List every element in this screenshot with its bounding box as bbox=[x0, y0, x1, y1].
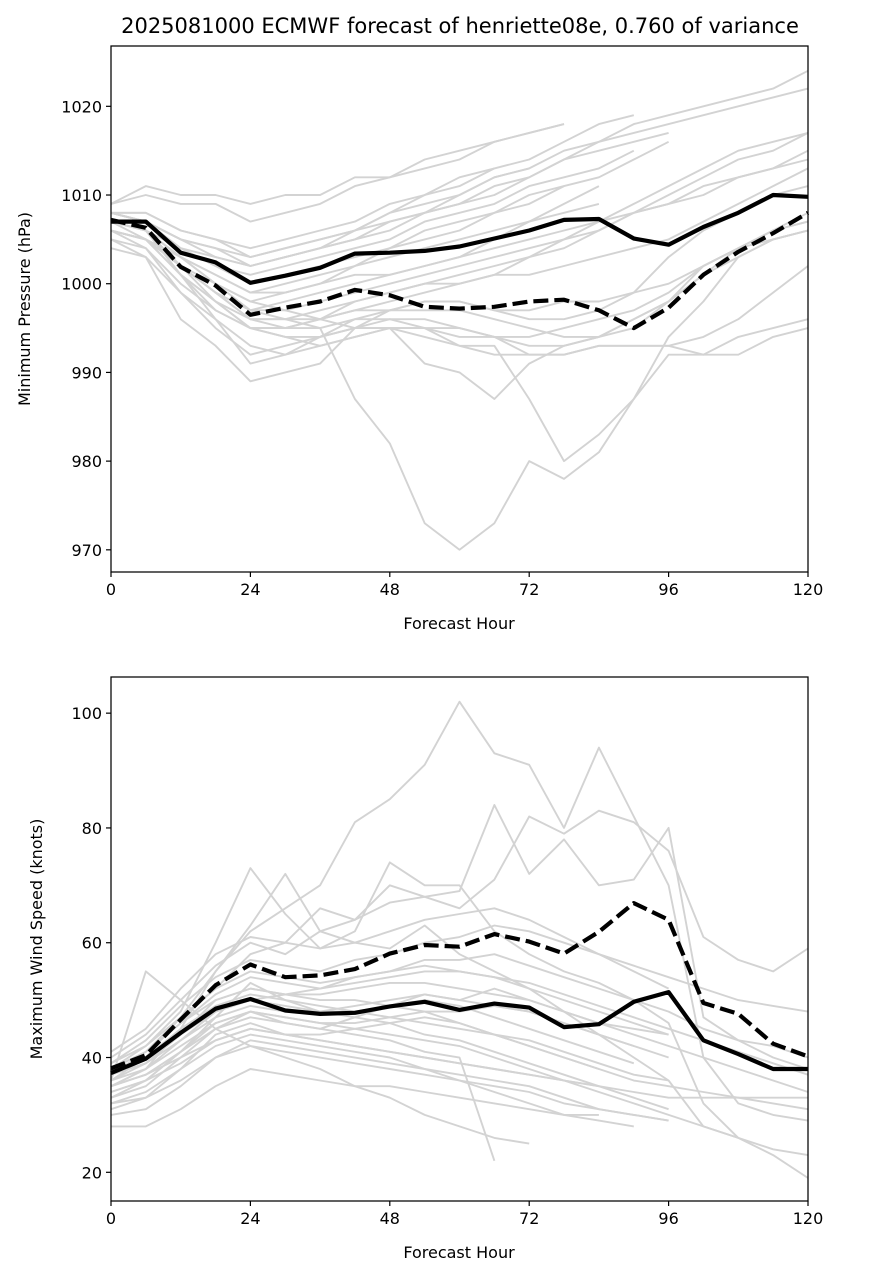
wind-ensemble-lines bbox=[110, 700, 809, 1179]
wind-y-tick-label: 60 bbox=[82, 934, 102, 953]
pressure-ensemble-line-7 bbox=[110, 123, 565, 205]
pressure-ensemble-lines bbox=[110, 69, 809, 551]
pressure-y-tick-label: 980 bbox=[71, 452, 102, 471]
pressure-solid-line bbox=[111, 192, 809, 285]
wind-ensemble-line-15 bbox=[110, 907, 670, 1053]
wind-x-tick-label: 48 bbox=[380, 1209, 400, 1228]
wind-x-axis-ticks: 0 24 48 72 96 120 bbox=[106, 1201, 823, 1228]
wind-x-axis-label: Forecast Hour bbox=[403, 1243, 515, 1262]
pressure-x-tick-label: 120 bbox=[793, 580, 824, 599]
wind-x-tick-label: 72 bbox=[519, 1209, 539, 1228]
chart-title: 2025081000 ECMWF forecast of henriette08… bbox=[121, 14, 799, 38]
pressure-ensemble-line-23 bbox=[111, 167, 495, 250]
wind-x-tick-label: 24 bbox=[240, 1209, 260, 1228]
pressure-ensemble-line-22 bbox=[110, 202, 600, 294]
pressure-x-tick-label: 48 bbox=[380, 580, 400, 599]
wind-ensemble-line-28 bbox=[110, 981, 669, 1070]
wind-ensemble-line-11 bbox=[110, 924, 809, 1065]
wind-ensemble-line-24 bbox=[110, 964, 809, 1076]
wind-highlight-lines bbox=[110, 900, 809, 1075]
pressure-y-axis-ticks: 970 980 990 1000 1010 1020 bbox=[61, 97, 111, 560]
wind-panel: 0 24 48 72 96 120 20 40 60 80 100 Forecast Hour M… bbox=[27, 676, 823, 1262]
wind-y-axis-label: Maximum Wind Speed (knots) bbox=[27, 819, 46, 1060]
pressure-ensemble-line-24 bbox=[110, 247, 809, 356]
wind-x-tick-label: 0 bbox=[106, 1209, 116, 1228]
pressure-x-axis-ticks: 0 24 48 72 96 120 bbox=[106, 572, 823, 599]
pressure-plot-frame bbox=[110, 45, 809, 573]
pressure-ensemble-line-17 bbox=[110, 220, 809, 383]
wind-y-tick-label: 40 bbox=[82, 1049, 102, 1068]
pressure-ensemble-line-10 bbox=[110, 211, 809, 347]
pressure-y-tick-label: 1020 bbox=[61, 97, 102, 116]
pressure-y-axis-label: Minimum Pressure (hPa) bbox=[15, 212, 34, 406]
pressure-x-tick-label: 72 bbox=[519, 580, 539, 599]
pressure-highlight-lines bbox=[110, 192, 810, 331]
wind-ensemble-line-25 bbox=[110, 1045, 530, 1145]
pressure-ensemble-line-27 bbox=[110, 167, 530, 259]
wind-ensemble-line-18 bbox=[110, 970, 669, 1070]
pressure-y-tick-label: 1010 bbox=[61, 186, 102, 205]
pressure-ensemble-line-15 bbox=[110, 131, 669, 267]
pressure-y-tick-label: 970 bbox=[71, 541, 102, 560]
wind-ensemble-line-4 bbox=[110, 861, 809, 1179]
pressure-ensemble-line-28 bbox=[110, 185, 600, 312]
pressure-ensemble-line-6 bbox=[110, 123, 565, 223]
wind-y-axis-ticks: 20 40 60 80 100 bbox=[71, 704, 111, 1182]
wind-ensemble-line-12 bbox=[110, 1033, 634, 1128]
wind-ensemble-line-19 bbox=[110, 1027, 600, 1088]
pressure-ensemble-line-14 bbox=[110, 229, 809, 356]
wind-ensemble-line-26 bbox=[110, 1016, 496, 1162]
wind-dashed-line bbox=[110, 900, 809, 1071]
wind-y-tick-label: 80 bbox=[82, 819, 102, 838]
pressure-y-tick-label: 1000 bbox=[61, 275, 102, 294]
pressure-y-tick-label: 990 bbox=[71, 363, 102, 382]
pressure-x-tick-label: 96 bbox=[658, 580, 678, 599]
wind-plot-frame bbox=[110, 676, 809, 1202]
pressure-x-tick-label: 24 bbox=[240, 580, 260, 599]
wind-ensemble-line-23 bbox=[110, 1016, 600, 1093]
wind-y-tick-label: 20 bbox=[82, 1163, 102, 1182]
wind-ensemble-line-5 bbox=[110, 872, 739, 1139]
wind-x-tick-label: 96 bbox=[658, 1209, 678, 1228]
pressure-ensemble-line-11 bbox=[110, 149, 809, 321]
pressure-panel: 2025081000 ECMWF forecast of henriette08… bbox=[15, 14, 823, 633]
pressure-dashed-line bbox=[110, 210, 810, 331]
wind-solid-line bbox=[110, 989, 808, 1075]
wind-x-tick-label: 120 bbox=[793, 1209, 824, 1228]
pressure-x-tick-label: 0 bbox=[106, 580, 116, 599]
wind-ensemble-line-14 bbox=[110, 1039, 669, 1122]
pressure-x-axis-label: Forecast Hour bbox=[403, 614, 515, 633]
pressure-ensemble-line-25 bbox=[110, 131, 809, 312]
wind-y-tick-label: 100 bbox=[71, 704, 102, 723]
wind-ensemble-line-3 bbox=[110, 809, 809, 1059]
